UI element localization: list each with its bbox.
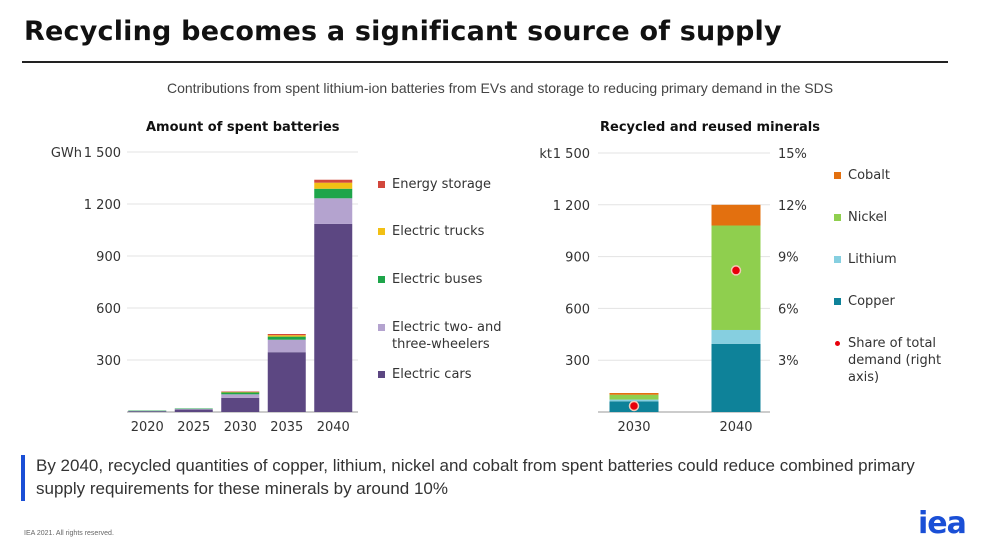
x-tick-label: 2030 <box>617 420 650 435</box>
bar-electric-cars-2035 <box>267 352 306 412</box>
bar-cobalt-2030 <box>609 393 659 395</box>
x-tick-label: 2020 <box>131 420 164 435</box>
share-marker-2040 <box>730 265 742 276</box>
bar-energy-storage-2035 <box>267 334 306 336</box>
legend-swatch <box>378 276 385 283</box>
bar-electric-two-and-three-wheelers-2030 <box>221 394 260 398</box>
page-subtitle: Contributions from spent lithium-ion bat… <box>166 80 834 96</box>
y2-tick-label: 12% <box>778 199 807 214</box>
y-tick-label: 900 <box>565 251 590 266</box>
bar-electric-two-and-three-wheelers-2035 <box>267 339 306 353</box>
key-message: By 2040, recycled quantities of copper, … <box>36 456 915 498</box>
legend-dot <box>835 341 840 346</box>
legend-label: Electric two- and three-wheelers <box>392 320 502 352</box>
legend-recycled-minerals: Cobalt Nickel Lithium Copper Share of total … <box>834 167 984 397</box>
bar-electric-two-and-three-wheelers-2040 <box>314 198 353 224</box>
y-tick-label: 1 200 <box>84 198 121 213</box>
y-tick-label: 600 <box>565 302 590 317</box>
bar-electric-cars-2040 <box>314 223 353 412</box>
chart-title-recycled-minerals: Recycled and reused minerals <box>600 120 820 135</box>
bar-copper-2040 <box>711 343 761 412</box>
legend-label: Nickel <box>848 210 888 225</box>
bar-electric-cars-2030 <box>221 397 260 412</box>
legend-swatch <box>834 256 841 263</box>
share-marker-2030 <box>628 400 640 412</box>
y2-tick-label: 9% <box>778 251 799 266</box>
bar-lithium-2030 <box>609 399 659 402</box>
x-tick-label: 2040 <box>317 420 350 435</box>
x-tick-label: 2025 <box>177 420 210 435</box>
bar-electric-trucks-2030 <box>221 391 260 393</box>
legend-label: Electric trucks <box>392 224 485 239</box>
bar-energy-storage-2040 <box>314 179 353 183</box>
legend-label: Electric cars <box>392 367 472 382</box>
y2-tick-label: 3% <box>778 354 799 369</box>
y-tick-label: 1 500 <box>553 147 590 162</box>
bar-electric-trucks-2035 <box>267 335 306 337</box>
legend-swatch <box>834 172 841 179</box>
legend-swatch <box>834 298 841 305</box>
title-divider <box>22 61 948 63</box>
legend-swatch <box>834 214 841 221</box>
iea-logo: iea <box>918 506 967 541</box>
bar-energy-storage-2030 <box>221 391 260 393</box>
bar-electric-cars-2020 <box>128 411 167 412</box>
legend-label: Electric buses <box>392 272 483 287</box>
bar-nickel-2040 <box>711 225 761 330</box>
x-tick-label: 2040 <box>719 420 752 435</box>
copyright-notice: IEA 2021. All rights reserved. <box>24 530 114 537</box>
bar-lithium-2040 <box>711 329 761 344</box>
x-tick-label: 2030 <box>224 420 257 435</box>
y-tick-label: 300 <box>565 354 590 369</box>
y-tick-label: 300 <box>96 354 121 369</box>
bar-electric-two-and-three-wheelers-2025 <box>174 409 213 410</box>
y2-tick-label: 6% <box>778 302 799 317</box>
bar-electric-buses-2035 <box>267 336 306 340</box>
y-tick-label: 900 <box>96 250 121 265</box>
legend-swatch <box>378 181 385 188</box>
bar-electric-trucks-2040 <box>314 182 353 189</box>
legend-swatch <box>378 324 385 331</box>
chart-title-spent-batteries: Amount of spent batteries <box>146 120 340 135</box>
page-title: Recycling becomes a significant source o… <box>24 16 782 47</box>
legend-spent-batteries: Energy storage Electric trucks Electric bu… <box>378 176 528 406</box>
bar-cobalt-2040 <box>711 204 761 226</box>
legend-swatch <box>378 228 385 235</box>
y-axis-unit-label: GWh <box>51 146 82 161</box>
y-tick-label: 600 <box>96 302 121 317</box>
bar-electric-buses-2020 <box>128 410 167 412</box>
legend-label: Energy storage <box>392 177 492 192</box>
bar-electric-cars-2025 <box>174 409 213 412</box>
legend-swatch <box>378 371 385 378</box>
legend-label: Lithium <box>848 252 897 267</box>
bar-electric-buses-2025 <box>174 408 213 410</box>
legend-label: Share of total demand (right axis) <box>848 336 942 385</box>
legend-label: Copper <box>848 294 895 309</box>
bar-nickel-2030 <box>609 394 659 400</box>
y-tick-label: 1 500 <box>84 146 121 161</box>
y2-tick-label: 15% <box>778 147 807 162</box>
y-axis-unit-label: kt <box>539 147 552 162</box>
x-tick-label: 2035 <box>270 420 303 435</box>
legend-label: Cobalt <box>848 168 890 183</box>
callout-accent-bar <box>21 455 25 501</box>
bar-electric-buses-2040 <box>314 188 353 199</box>
bar-electric-buses-2030 <box>221 392 260 395</box>
y-tick-label: 1 200 <box>553 199 590 214</box>
